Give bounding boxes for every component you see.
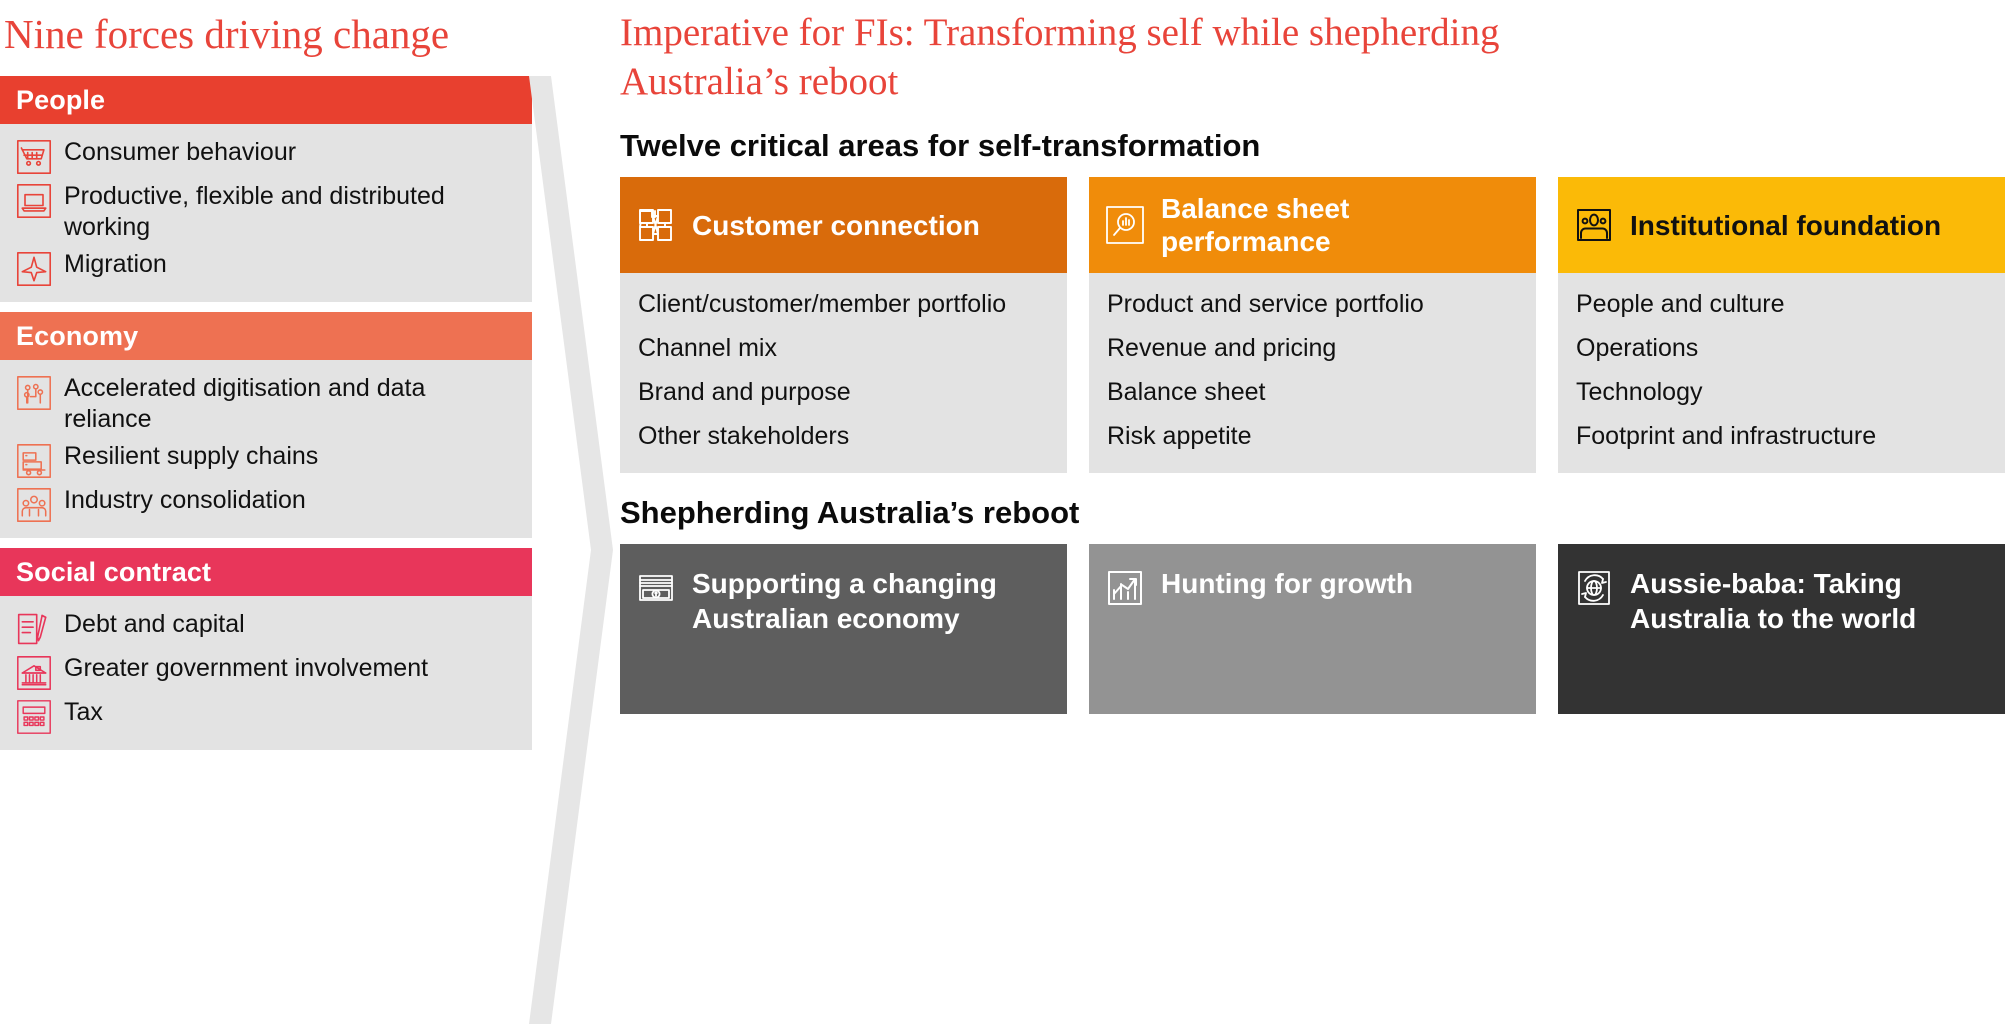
- force-group-body: Consumer behaviour Productive, flexible a…: [0, 124, 532, 302]
- critical-area-card[interactable]: Customer connection Client/customer/membe…: [620, 177, 1067, 473]
- force-item-label: Migration: [64, 250, 167, 278]
- panel-divider-chevron: [529, 76, 619, 1024]
- force-item[interactable]: Tax: [0, 694, 532, 738]
- shepherding-card[interactable]: Aussie-baba: Taking Australia to the wor…: [1558, 544, 2005, 714]
- critical-area-item[interactable]: Channel mix: [638, 334, 777, 362]
- delivery-truck-icon: [16, 443, 52, 479]
- force-item[interactable]: Accelerated digitisation and data relian…: [0, 370, 532, 438]
- force-item[interactable]: Migration: [0, 246, 532, 290]
- force-group-header: Social contract: [0, 548, 532, 596]
- critical-area-item[interactable]: Technology: [1576, 378, 1703, 406]
- force-group-title: Social contract: [16, 556, 212, 587]
- critical-area-card-header: Customer connection: [620, 177, 1067, 273]
- force-group-body: Debt and capital Greater government invol…: [0, 596, 532, 750]
- magnifier-chart-icon: [1105, 205, 1145, 245]
- force-item-label: Resilient supply chains: [64, 442, 319, 470]
- people-frame-icon: [1574, 205, 1614, 245]
- growth-chart-icon: [1105, 568, 1145, 608]
- government-building-icon: [16, 655, 52, 691]
- force-group-list: People Consumer behaviour Productive, flex…: [0, 76, 532, 750]
- section-heading-self-transformation: Twelve critical areas for self-transform…: [620, 128, 1261, 163]
- force-item-label: Debt and capital: [64, 610, 245, 638]
- critical-area-item[interactable]: Footprint and infrastructure: [1576, 422, 1877, 450]
- force-group-header: Economy: [0, 312, 532, 360]
- critical-areas-card-row: Customer connection Client/customer/membe…: [620, 177, 2006, 473]
- shepherding-card-title: Supporting a changing Australian economy: [692, 568, 997, 634]
- right-panel-title: Imperative for FIs: Transforming self wh…: [620, 11, 1500, 103]
- critical-area-card[interactable]: Institutional foundation People and cultu…: [1558, 177, 2005, 473]
- critical-area-item[interactable]: Balance sheet: [1107, 378, 1266, 406]
- force-item-label: Tax: [64, 698, 103, 726]
- notepad-pen-icon: [16, 611, 52, 647]
- group-of-people-icon: [16, 487, 52, 523]
- force-item-label: Accelerated digitisation and data relian…: [64, 374, 426, 433]
- critical-area-card-title: Balance sheet performance: [1161, 193, 1350, 257]
- critical-area-item[interactable]: Client/customer/member portfolio: [638, 290, 1007, 318]
- force-group-header: People: [0, 76, 532, 124]
- critical-area-item[interactable]: Operations: [1576, 334, 1699, 362]
- critical-area-card-body: Client/customer/member portfolio Channel …: [620, 273, 1067, 473]
- critical-area-item[interactable]: People and culture: [1576, 290, 1785, 318]
- force-item[interactable]: Productive, flexible and distributed wor…: [0, 178, 532, 246]
- airplane-icon: [16, 251, 52, 287]
- nine-forces-panel: Nine forces driving change People Consume…: [0, 0, 532, 1024]
- force-group: Social contract Debt and capital Greater g…: [0, 548, 532, 750]
- critical-area-card-header: Balance sheet performance: [1089, 177, 1536, 273]
- shepherding-card-title: Hunting for growth: [1161, 568, 1413, 599]
- force-item-label: Industry consolidation: [64, 486, 306, 514]
- shepherding-card[interactable]: Hunting for growth: [1089, 544, 1536, 714]
- critical-area-item[interactable]: Revenue and pricing: [1107, 334, 1337, 362]
- force-item[interactable]: Consumer behaviour: [0, 134, 532, 178]
- banknote-icon: [636, 568, 676, 608]
- critical-area-card-title: Institutional foundation: [1630, 209, 1942, 241]
- force-item-label: Consumer behaviour: [64, 138, 297, 166]
- force-item-label: Greater government involvement: [64, 654, 429, 682]
- imperative-panel: Imperative for FIs: Transforming self wh…: [620, 0, 2006, 1024]
- force-group-body: Accelerated digitisation and data relian…: [0, 360, 532, 538]
- critical-area-card-title: Customer connection: [692, 209, 980, 241]
- force-item[interactable]: Greater government involvement: [0, 650, 532, 694]
- calculator-icon: [16, 699, 52, 735]
- critical-area-item[interactable]: Other stakeholders: [638, 422, 850, 450]
- laptop-icon: [16, 183, 52, 219]
- critical-area-card-body: People and culture Operations Technology Fo…: [1558, 273, 2005, 473]
- shepherding-card[interactable]: Supporting a changing Australian economy: [620, 544, 1067, 714]
- force-group-title: Economy: [16, 320, 139, 351]
- shepherding-card-row: Supporting a changing Australian economy…: [620, 544, 2006, 714]
- globe-arrows-icon: [1574, 568, 1614, 608]
- critical-area-card-header: Institutional foundation: [1558, 177, 2005, 273]
- circuit-board-icon: [16, 375, 52, 411]
- force-group: Economy Accelerated digitisation and data…: [0, 312, 532, 538]
- force-item[interactable]: Debt and capital: [0, 606, 532, 650]
- force-item[interactable]: Industry consolidation: [0, 482, 532, 526]
- force-item-label: Productive, flexible and distributed wor…: [64, 182, 445, 241]
- network-puzzle-icon: [636, 205, 676, 245]
- shopping-cart-icon: [16, 139, 52, 175]
- critical-area-card[interactable]: Balance sheet performance Product and ser…: [1089, 177, 1536, 473]
- force-group-title: People: [16, 84, 106, 115]
- critical-area-item[interactable]: Product and service portfolio: [1107, 290, 1424, 318]
- section-heading-shepherding: Shepherding Australia’s reboot: [620, 495, 1080, 530]
- force-group: People Consumer behaviour Productive, flex…: [0, 76, 532, 302]
- critical-area-item[interactable]: Brand and purpose: [638, 378, 851, 406]
- shepherding-card-title: Aussie-baba: Taking Australia to the wor…: [1630, 568, 1917, 634]
- critical-area-item[interactable]: Risk appetite: [1107, 422, 1252, 450]
- force-item[interactable]: Resilient supply chains: [0, 438, 532, 482]
- left-panel-title: Nine forces driving change: [4, 11, 450, 57]
- critical-area-card-body: Product and service portfolio Revenue and…: [1089, 273, 1536, 473]
